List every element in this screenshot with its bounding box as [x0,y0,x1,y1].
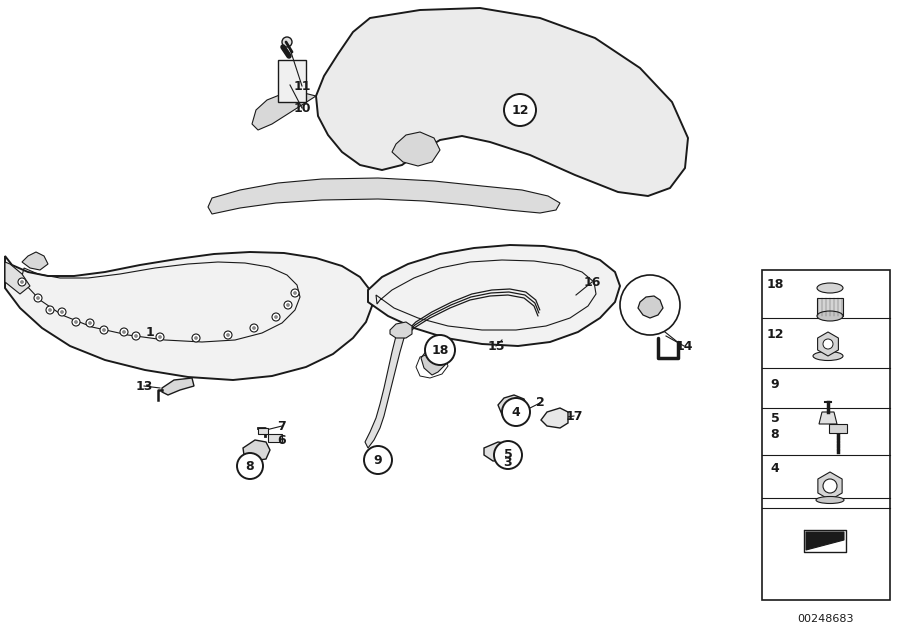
Text: 14: 14 [675,340,693,352]
Ellipse shape [817,311,843,321]
Circle shape [58,308,66,316]
Text: 9: 9 [770,378,779,392]
Text: 10: 10 [293,102,310,114]
Circle shape [75,321,77,324]
Text: 2: 2 [536,396,544,410]
Polygon shape [421,347,453,375]
FancyBboxPatch shape [829,424,847,433]
Polygon shape [818,472,842,500]
Polygon shape [638,296,663,318]
Text: 17: 17 [565,410,583,422]
Circle shape [132,332,140,340]
Circle shape [502,398,530,426]
Circle shape [823,339,833,349]
FancyBboxPatch shape [817,298,843,316]
Circle shape [72,318,80,326]
Text: 9: 9 [374,453,382,466]
Polygon shape [22,252,48,270]
Circle shape [274,315,277,319]
Polygon shape [368,245,620,346]
Circle shape [34,294,42,302]
Text: 1: 1 [146,326,155,338]
Text: 3: 3 [504,455,512,469]
Circle shape [364,446,392,474]
Ellipse shape [813,352,843,361]
Circle shape [120,328,128,336]
Polygon shape [316,8,688,196]
Ellipse shape [816,497,844,504]
Circle shape [103,329,105,331]
Text: 4: 4 [511,406,520,418]
Text: 7: 7 [277,420,286,432]
Polygon shape [806,532,844,550]
Polygon shape [162,378,194,395]
FancyBboxPatch shape [258,428,268,434]
Circle shape [237,453,263,479]
Circle shape [60,310,64,314]
Circle shape [291,289,299,297]
Circle shape [88,322,92,324]
Circle shape [494,441,522,469]
Circle shape [272,313,280,321]
Circle shape [823,479,837,493]
Circle shape [86,319,94,327]
FancyBboxPatch shape [268,434,282,442]
Circle shape [100,326,108,334]
Circle shape [122,331,125,333]
Text: 18: 18 [766,279,784,291]
Polygon shape [390,322,412,338]
Polygon shape [392,132,440,166]
Polygon shape [365,330,408,448]
Circle shape [425,335,455,365]
Circle shape [504,94,536,126]
Circle shape [134,335,138,338]
Text: 18: 18 [431,343,449,357]
Polygon shape [498,395,528,420]
Circle shape [158,336,161,338]
Circle shape [282,37,292,47]
Text: 12: 12 [766,329,784,342]
Circle shape [37,296,40,300]
Polygon shape [817,332,839,356]
Circle shape [293,291,296,294]
Circle shape [21,280,23,284]
Circle shape [46,306,54,314]
Circle shape [227,333,230,336]
Text: 11: 11 [293,80,310,92]
Polygon shape [5,262,30,294]
Text: 6: 6 [278,434,286,446]
Polygon shape [252,92,316,130]
Circle shape [250,324,258,332]
Circle shape [286,303,290,307]
Text: 00248683: 00248683 [797,614,854,624]
Circle shape [18,278,26,286]
Text: 8: 8 [246,459,255,473]
Text: 13: 13 [135,380,153,392]
Polygon shape [541,408,568,428]
Circle shape [620,275,680,335]
Text: 16: 16 [583,275,600,289]
Circle shape [156,333,164,341]
Circle shape [49,308,51,312]
Polygon shape [243,440,270,461]
Text: 5: 5 [770,411,779,424]
Text: 5: 5 [504,448,512,462]
Circle shape [192,334,200,342]
Ellipse shape [817,283,843,293]
Polygon shape [208,178,560,214]
Circle shape [224,331,232,339]
Text: 4: 4 [770,462,779,474]
Text: 8: 8 [770,429,779,441]
Text: 12: 12 [511,104,529,116]
FancyBboxPatch shape [762,270,890,600]
Polygon shape [484,442,514,461]
Circle shape [284,301,292,309]
Polygon shape [5,252,372,380]
Circle shape [253,326,256,329]
Circle shape [194,336,197,340]
Polygon shape [819,412,837,424]
FancyBboxPatch shape [278,60,306,102]
Text: 15: 15 [487,340,505,352]
